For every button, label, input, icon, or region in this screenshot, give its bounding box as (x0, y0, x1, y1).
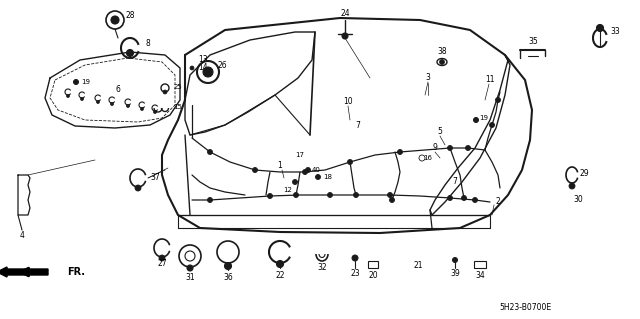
Text: 38: 38 (437, 48, 447, 56)
Circle shape (305, 167, 310, 173)
Circle shape (472, 197, 477, 203)
Text: 35: 35 (528, 38, 538, 47)
Text: 39: 39 (450, 269, 460, 278)
Circle shape (294, 192, 298, 197)
Circle shape (163, 90, 167, 94)
Text: 27: 27 (157, 258, 167, 268)
Circle shape (127, 105, 129, 108)
Text: 6: 6 (116, 85, 120, 93)
Circle shape (111, 102, 113, 106)
Circle shape (81, 98, 83, 100)
Text: FR.: FR. (67, 267, 85, 277)
Circle shape (440, 60, 445, 64)
Text: 18: 18 (323, 174, 333, 180)
Circle shape (97, 100, 99, 103)
Circle shape (111, 16, 119, 24)
Text: 24: 24 (340, 10, 350, 19)
Text: 36: 36 (223, 272, 233, 281)
Text: 12: 12 (284, 187, 292, 193)
Circle shape (253, 167, 257, 173)
Circle shape (74, 79, 79, 85)
Circle shape (353, 192, 358, 197)
Circle shape (225, 263, 232, 270)
Circle shape (352, 255, 358, 261)
Circle shape (569, 183, 575, 189)
Text: 28: 28 (125, 11, 135, 20)
Text: 13: 13 (198, 56, 207, 64)
Circle shape (447, 196, 452, 201)
Text: 26: 26 (217, 61, 227, 70)
Text: 37: 37 (150, 174, 160, 182)
Text: 34: 34 (475, 271, 485, 279)
Text: 8: 8 (146, 40, 150, 48)
Text: 15: 15 (173, 104, 182, 110)
Circle shape (348, 160, 353, 165)
Circle shape (452, 257, 458, 263)
Circle shape (465, 145, 470, 151)
Text: 17: 17 (296, 152, 305, 158)
Text: 14: 14 (198, 63, 207, 72)
Text: 31: 31 (185, 272, 195, 281)
Circle shape (190, 66, 194, 70)
Circle shape (390, 197, 394, 203)
Circle shape (328, 192, 333, 197)
Circle shape (207, 197, 212, 203)
Circle shape (387, 192, 392, 197)
Text: 9: 9 (433, 144, 437, 152)
Circle shape (127, 49, 134, 56)
Circle shape (67, 94, 70, 98)
Text: 7: 7 (356, 121, 360, 130)
Circle shape (490, 122, 495, 128)
Text: 40: 40 (312, 167, 321, 173)
Circle shape (292, 180, 298, 184)
Circle shape (461, 196, 467, 201)
Text: 5H23-B0700E: 5H23-B0700E (499, 303, 551, 313)
Text: 33: 33 (610, 27, 620, 36)
Text: 4: 4 (20, 231, 24, 240)
Text: 3: 3 (426, 73, 431, 83)
Circle shape (596, 25, 604, 32)
Text: 21: 21 (413, 261, 423, 270)
Circle shape (268, 194, 273, 198)
Circle shape (316, 174, 321, 180)
Text: 10: 10 (343, 98, 353, 107)
Text: 1: 1 (278, 160, 282, 169)
Text: 19: 19 (479, 115, 488, 121)
Circle shape (207, 150, 212, 154)
Circle shape (203, 67, 213, 77)
Circle shape (187, 265, 193, 271)
Text: 23: 23 (350, 269, 360, 278)
Circle shape (159, 255, 165, 261)
Circle shape (141, 108, 143, 110)
Circle shape (276, 261, 284, 268)
Text: 11: 11 (485, 76, 495, 85)
Text: 5: 5 (438, 128, 442, 137)
Circle shape (474, 117, 479, 122)
Circle shape (342, 33, 348, 39)
Circle shape (397, 150, 403, 154)
Circle shape (447, 145, 452, 151)
Circle shape (154, 110, 157, 114)
Text: 19: 19 (81, 79, 90, 85)
Text: 2: 2 (495, 197, 500, 206)
Circle shape (495, 98, 500, 102)
Text: 20: 20 (368, 271, 378, 279)
Bar (474, 261, 486, 268)
Text: 29: 29 (579, 168, 589, 177)
Circle shape (135, 185, 141, 191)
Text: 30: 30 (573, 196, 583, 204)
Text: 16: 16 (424, 155, 433, 161)
Text: 7: 7 (452, 177, 458, 187)
Bar (368, 261, 378, 268)
Text: 32: 32 (317, 263, 327, 272)
Text: 25: 25 (173, 84, 182, 90)
Circle shape (303, 169, 307, 174)
Text: 22: 22 (275, 271, 285, 279)
FancyArrow shape (0, 267, 48, 277)
